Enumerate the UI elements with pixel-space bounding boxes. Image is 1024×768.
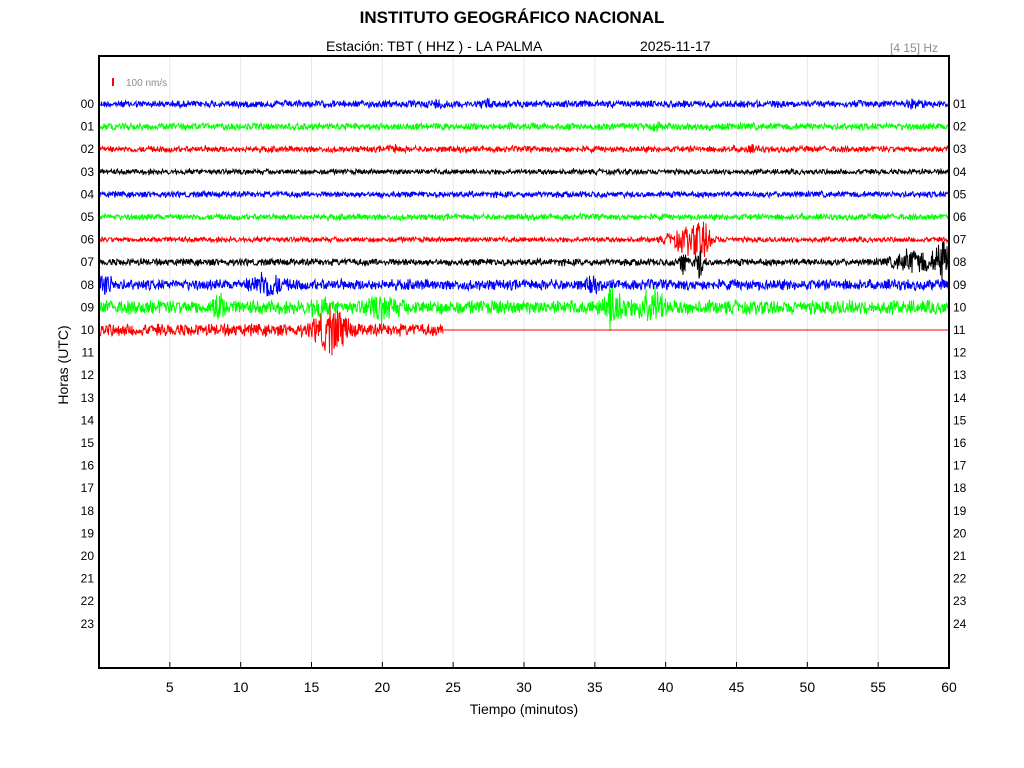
trace-hour-1 <box>99 120 950 133</box>
seismic-traces <box>99 97 950 356</box>
hour-label-right: 17 <box>953 459 967 473</box>
hour-label-right: 18 <box>953 481 967 495</box>
hour-label-right: 13 <box>953 368 967 382</box>
hour-label-left: 09 <box>81 300 95 314</box>
hour-label-left: 11 <box>82 346 95 360</box>
hour-label-left: 06 <box>81 233 95 247</box>
trace-hour-7 <box>99 241 950 281</box>
hour-label-right: 06 <box>953 210 967 224</box>
hour-label-right: 15 <box>953 413 967 427</box>
grid-lines <box>169 56 879 668</box>
trace-hour-4 <box>99 189 950 200</box>
hour-labels-left: 00 01 02 03 04 05 06 07 08 09 10 11 12 13 14 15 16 17 18 19… <box>81 97 95 631</box>
trace-hour-5 <box>99 211 950 223</box>
hour-label-right: 20 <box>953 526 967 540</box>
hour-label-left: 00 <box>81 97 95 111</box>
x-tick-label: 60 <box>941 679 957 695</box>
hour-label-right: 03 <box>953 142 967 156</box>
hour-label-right: 22 <box>953 572 967 586</box>
hour-label-left: 14 <box>81 413 95 427</box>
amplitude-scale: 100 nm/s <box>112 78 167 89</box>
hour-label-right: 14 <box>953 391 967 405</box>
station-label: Estación: TBT ( HHZ ) - LA PALMA <box>326 38 543 54</box>
trace-hour-0 <box>99 97 950 110</box>
x-tick-label: 40 <box>658 679 674 695</box>
hour-label-right: 02 <box>953 120 967 134</box>
x-tick-label: 35 <box>587 679 603 695</box>
x-tick-label: 45 <box>729 679 745 695</box>
trace-hour-3 <box>99 167 950 177</box>
hour-label-right: 12 <box>953 346 967 360</box>
hour-label-left: 20 <box>81 549 95 563</box>
hour-label-right: 23 <box>953 594 967 608</box>
hour-label-right: 07 <box>953 233 967 247</box>
trace-hour-8 <box>99 271 950 297</box>
x-tick-label: 55 <box>870 679 886 695</box>
hour-label-right: 24 <box>953 617 967 631</box>
trace-hour-9 <box>99 282 950 332</box>
hour-label-left: 18 <box>81 504 95 518</box>
hour-label-left: 03 <box>81 165 95 179</box>
x-tick-label: 10 <box>233 679 249 695</box>
x-tick-label: 15 <box>304 679 320 695</box>
trace-hour-10 <box>99 305 444 356</box>
hour-label-left: 10 <box>81 323 95 337</box>
x-tick-label: 25 <box>445 679 461 695</box>
hour-label-right: 05 <box>953 187 967 201</box>
hour-label-left: 04 <box>81 187 95 201</box>
hour-label-left: 17 <box>81 481 95 495</box>
hour-label-right: 09 <box>953 278 967 292</box>
hour-label-left: 07 <box>81 255 95 269</box>
date-label: 2025-11-17 <box>640 38 711 54</box>
scale-label: 100 nm/s <box>126 78 167 89</box>
hour-label-left: 08 <box>81 278 95 292</box>
x-tick-label: 50 <box>800 679 816 695</box>
y-axis-label: Horas (UTC) <box>55 325 71 404</box>
hour-labels-right: 01 02 03 04 05 06 07 08 09 10 11 12 13 14 15 16 17 18 19 20… <box>953 97 967 631</box>
hour-label-left: 19 <box>81 526 95 540</box>
hour-label-left: 16 <box>81 459 95 473</box>
hour-label-right: 04 <box>953 165 967 179</box>
scale-bar <box>112 78 114 86</box>
hour-label-right: 08 <box>953 255 967 269</box>
hour-label-right: 19 <box>953 504 967 518</box>
hour-label-left: 05 <box>81 210 95 224</box>
hour-label-left: 15 <box>81 436 95 450</box>
hour-label-right: 16 <box>953 436 967 450</box>
x-axis-label: Tiempo (minutos) <box>470 701 578 717</box>
hour-label-left: 21 <box>81 572 95 586</box>
x-tick-label: 5 <box>166 679 174 695</box>
hour-label-right: 10 <box>953 300 967 314</box>
hour-label-left: 13 <box>81 391 95 405</box>
x-tick-label: 30 <box>516 679 532 695</box>
hour-label-right: 01 <box>953 97 967 111</box>
hour-label-left: 12 <box>81 368 95 382</box>
hour-label-right: 21 <box>953 549 967 563</box>
hour-label-left: 01 <box>81 120 95 134</box>
page-title: INSTITUTO GEOGRÁFICO NACIONAL <box>359 8 665 27</box>
hour-label-left: 02 <box>81 142 95 156</box>
trace-hour-2 <box>99 143 950 155</box>
hour-label-right: 11 <box>953 323 966 337</box>
trace-hour-6 <box>99 221 950 258</box>
hour-label-left: 22 <box>81 594 95 608</box>
x-axis-ticks: 5 10 15 20 25 30 35 40 45 50 55 60 <box>166 662 957 695</box>
frequency-band-label: [4 15] Hz <box>890 41 939 55</box>
x-tick-label: 20 <box>375 679 391 695</box>
hour-label-left: 23 <box>81 617 95 631</box>
